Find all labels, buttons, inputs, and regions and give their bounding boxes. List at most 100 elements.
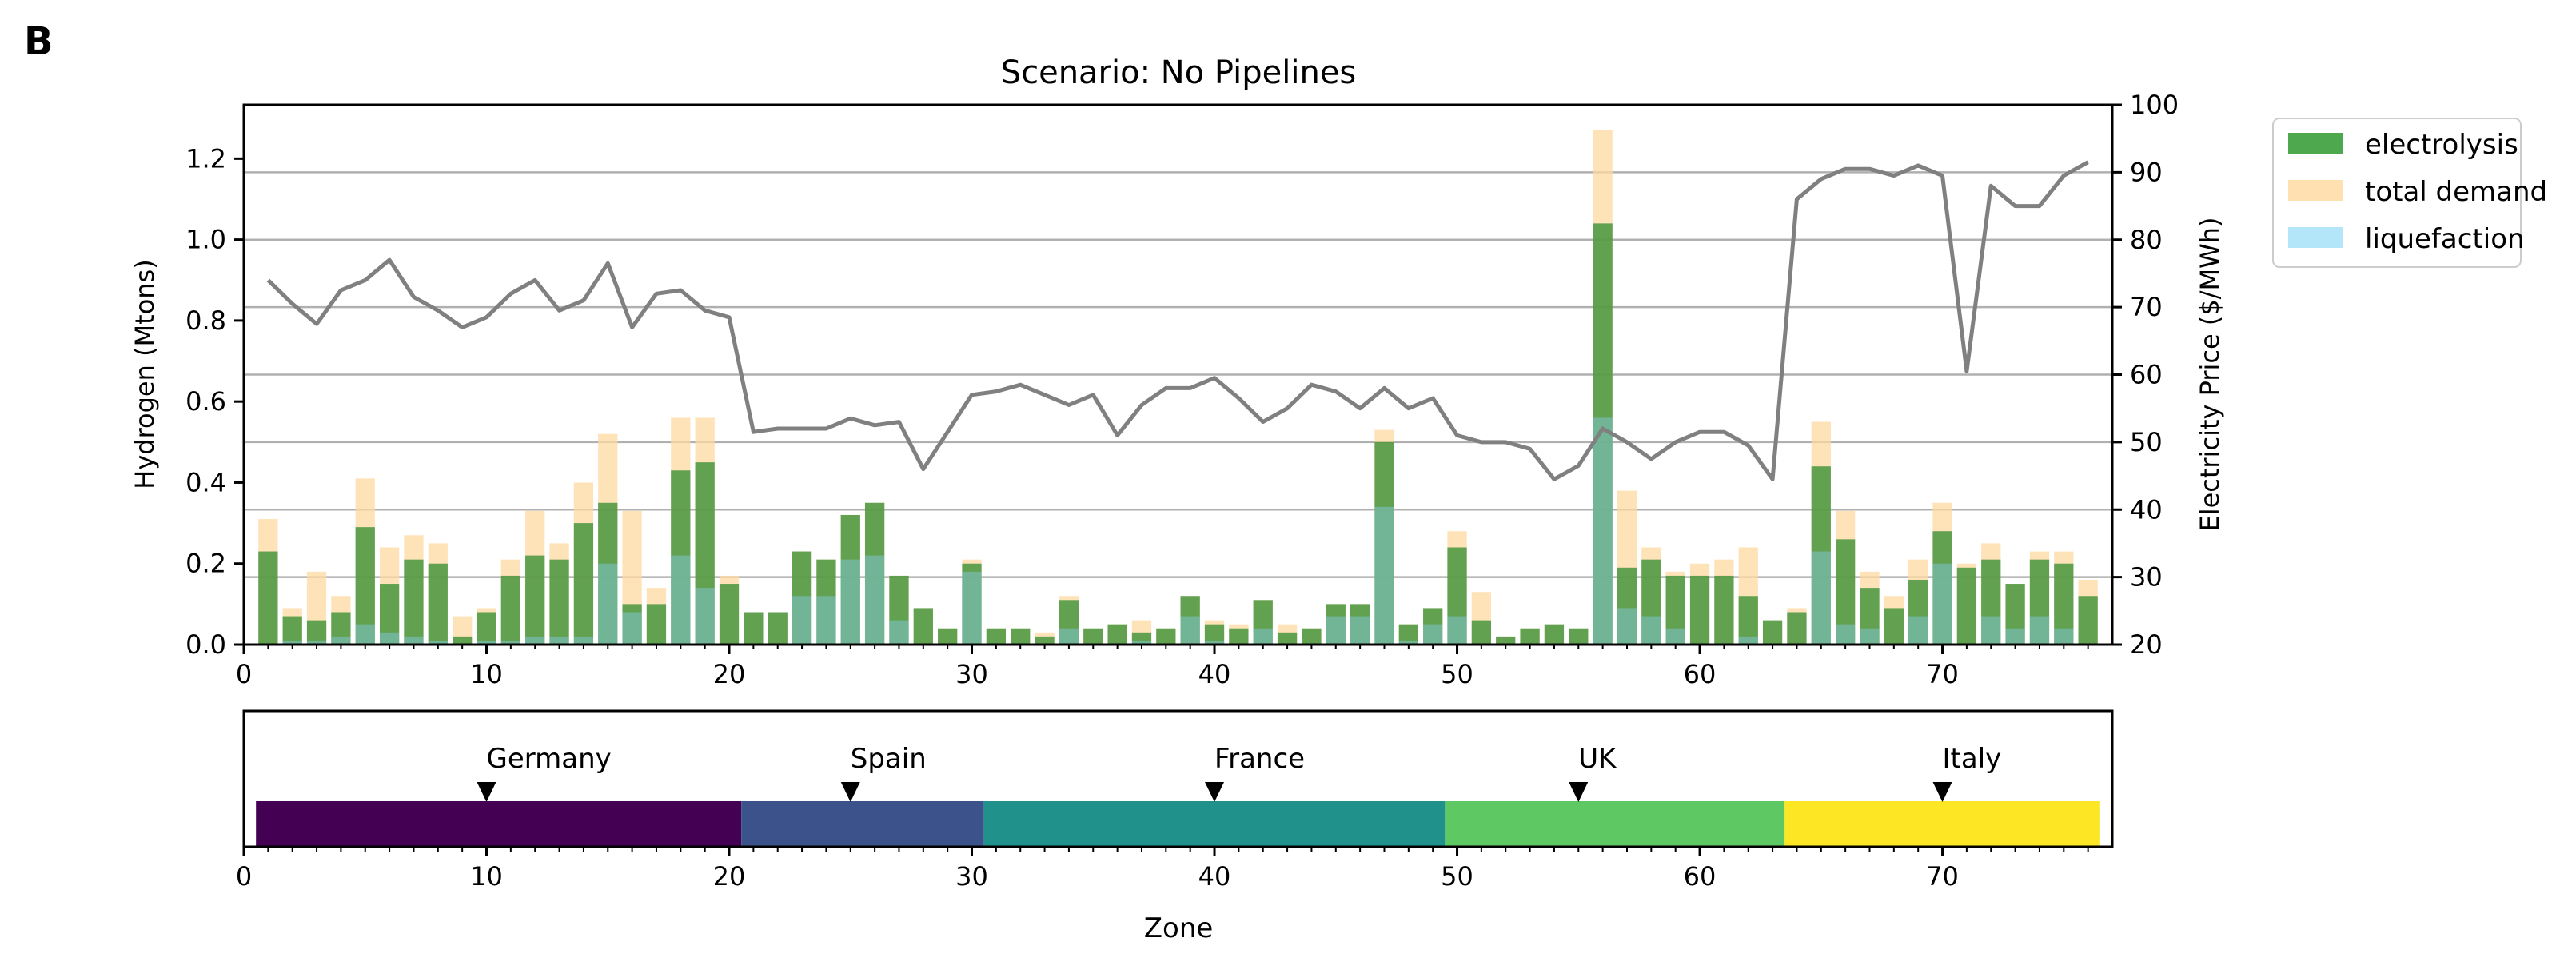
bar-electrolysis (306, 620, 327, 645)
y2-tick-label: 100 (2130, 90, 2179, 120)
country-marker-germany (477, 782, 496, 802)
bar-electrolysis (1836, 539, 1856, 645)
bar-electrolysis (1569, 628, 1589, 645)
zone-x-tick-label: 70 (1926, 861, 1959, 892)
bar-electrolysis (1131, 632, 1152, 645)
country-marker-uk (1569, 782, 1589, 802)
y-axis-label: Hydrogen (Mtons) (130, 259, 160, 489)
y-tick-label: 0.2 (185, 549, 226, 579)
bar-liquefaction (500, 640, 520, 645)
bar-liquefaction (889, 620, 909, 645)
y2-tick-label: 20 (2130, 629, 2163, 660)
bar-liquefaction (1593, 417, 1613, 645)
zone-x-tick-label: 60 (1684, 861, 1717, 892)
bar-electrolysis (1107, 624, 1127, 645)
chart-title: Scenario: No Pipelines (1001, 54, 1357, 91)
legend-swatch-total-demand (2288, 180, 2343, 201)
bar-liquefaction (549, 636, 569, 645)
bar-liquefaction (816, 596, 836, 645)
bar-liquefaction (477, 640, 496, 645)
bar-electrolysis (2078, 596, 2098, 645)
x-tick-label: 70 (1926, 659, 1959, 689)
bar-liquefaction (1641, 616, 1661, 645)
y-tick-label: 1.0 (185, 225, 226, 255)
bar-electrolysis (840, 514, 860, 645)
bar-electrolysis (864, 502, 885, 645)
x-tick-label: 30 (955, 659, 988, 689)
bar-electrolysis (258, 551, 278, 645)
bar-electrolysis (1011, 628, 1031, 645)
bar-liquefaction (1932, 563, 1952, 645)
bar-electrolysis (2054, 563, 2074, 645)
bar-electrolysis (1932, 531, 1952, 645)
bar-liquefaction (2005, 628, 2025, 645)
bar-liquefaction (2029, 616, 2050, 645)
x-tick-label: 20 (713, 659, 746, 689)
bar-electrolysis (428, 563, 448, 645)
bar-electrolysis (1253, 600, 1273, 645)
bar-electrolysis (1083, 628, 1103, 645)
bar-electrolysis (1277, 632, 1298, 645)
bar-liquefaction (1665, 628, 1685, 645)
zone-x-tick-label: 10 (470, 861, 503, 892)
bar-liquefaction (695, 588, 715, 645)
bar-liquefaction (1398, 640, 1418, 645)
zone-x-tick-label: 50 (1441, 861, 1473, 892)
bar-electrolysis (1641, 559, 1661, 645)
bar-liquefaction (1059, 628, 1079, 645)
bar-electrolysis (1059, 600, 1079, 645)
bar-electrolysis (1811, 466, 1831, 645)
bar-liquefaction (1204, 640, 1225, 645)
zone-segment-france (983, 801, 1446, 847)
y2-tick-label: 40 (2130, 494, 2163, 525)
y-tick-label: 0.6 (185, 386, 226, 417)
zone-color-bar: Germany Spain France UK Italy (256, 743, 2100, 847)
bar-liquefaction (598, 563, 618, 645)
y2-tick-label: 70 (2130, 292, 2163, 322)
panel-label: B (24, 19, 54, 64)
bar-electrolysis (379, 584, 400, 645)
bar-electrolysis (671, 470, 691, 645)
bar-electrolysis (525, 555, 545, 645)
bar-liquefaction (1981, 616, 2001, 645)
bar-electrolysis (598, 502, 618, 645)
bar-electrolysis (816, 559, 836, 645)
x-tick-label: 50 (1441, 659, 1473, 689)
bar-electrolysis (1665, 575, 1685, 645)
x-tick-label: 40 (1198, 659, 1231, 689)
zone-segment-spain (741, 801, 984, 847)
zone-plot-frame (242, 709, 2114, 848)
bar-liquefaction (1908, 616, 1928, 645)
zone-axes: 0 10 20 30 40 50 60 70 (236, 847, 2089, 892)
x-tick-label: 60 (1684, 659, 1717, 689)
bar-liquefaction (1860, 628, 1880, 645)
legend-swatch-electrolysis (2288, 133, 2343, 154)
bar-liquefaction (1617, 608, 1637, 645)
bar-liquefaction (1253, 628, 1273, 645)
legend-item-total-demand: total demand (2288, 176, 2547, 208)
bar-liquefaction (671, 555, 691, 645)
bar-liquefaction (331, 636, 351, 645)
bar-electrolysis (1496, 636, 1516, 645)
legend-item-liquefaction: liquefaction (2288, 223, 2525, 255)
legend: electrolysis total demand liquefaction (2272, 118, 2547, 268)
bar-liquefaction (379, 632, 400, 645)
y2-tick-label: 50 (2130, 427, 2163, 457)
bar-electrolysis (1035, 636, 1055, 645)
zone-x-tick-label: 20 (713, 861, 746, 892)
country-label-italy: Italy (1943, 743, 2002, 775)
x-tick-label: 0 (236, 659, 252, 689)
bar-electrolysis (695, 462, 715, 645)
bar-liquefaction (573, 636, 594, 645)
y-tick-label: 0.0 (185, 629, 226, 660)
bar-liquefaction (1350, 616, 1370, 645)
bar-electrolysis (889, 575, 909, 645)
bar-electrolysis (962, 563, 982, 645)
bar-electrolysis (331, 612, 351, 645)
bar-liquefaction (962, 571, 982, 645)
bar-electrolysis (500, 575, 520, 645)
bar-electrolysis (1714, 575, 1734, 645)
zone-segment-germany (256, 801, 742, 847)
bar-electrolysis (549, 559, 569, 645)
bar-electrolysis (1981, 559, 2001, 645)
